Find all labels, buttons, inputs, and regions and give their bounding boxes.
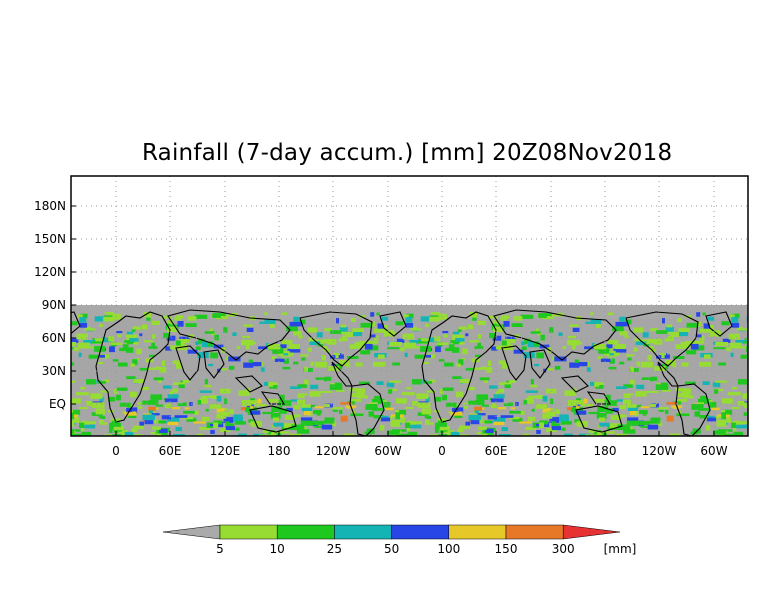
coastline-repeat <box>421 309 733 436</box>
colorbar-segment <box>391 524 450 540</box>
coastline <box>71 311 81 335</box>
coastline <box>501 345 551 381</box>
colorbar: 5 10 25 50 100 150 300 [mm] <box>162 524 637 556</box>
coastline-repeat <box>95 309 407 436</box>
longitude-axis: 0 60E 120E 180 120W 60W 0 60E 120E 180 120W 60W <box>112 431 728 458</box>
lon-tick-label: 60W <box>700 444 727 458</box>
coastline <box>421 311 497 423</box>
lat-tick-label: 180N <box>34 199 66 213</box>
lon-tick-label: 0 <box>438 444 446 458</box>
lon-tick-label: 180 <box>594 444 617 458</box>
lat-tick-label: EQ <box>49 397 66 411</box>
colorbar-label: 50 <box>384 542 399 556</box>
lon-tick-label: 120W <box>642 444 677 458</box>
coastline <box>299 311 373 367</box>
lat-tick-label: 90N <box>42 298 66 312</box>
colorbar-label: 150 <box>495 542 518 556</box>
coastline-repeat <box>0 311 81 386</box>
lon-tick-label: 120E <box>536 444 567 458</box>
lat-tick-label: 30N <box>42 364 66 378</box>
colorbar-label: 5 <box>216 542 224 556</box>
colorbar-segment <box>219 524 278 540</box>
coastline <box>249 405 297 433</box>
latitude-axis: 180N 150N 120N 90N 60N 30N EQ <box>34 199 76 411</box>
lon-tick-label: 120E <box>210 444 241 458</box>
map-plot-area <box>0 176 748 436</box>
colorbar-high-triangle <box>562 524 621 540</box>
colorbar-label: 10 <box>270 542 285 556</box>
coastline <box>625 311 699 367</box>
graticule-grid <box>71 176 748 436</box>
lon-tick-label: 60E <box>159 444 182 458</box>
colorbar-segment <box>334 524 392 540</box>
lon-tick-label: 180 <box>268 444 291 458</box>
empty-region <box>71 176 748 305</box>
map-frame <box>70 175 749 437</box>
coastline <box>493 309 617 361</box>
map-title-text: Rainfall (7-day accum.) [mm] 20Z08Nov201… <box>142 140 673 166</box>
lon-tick-label: 60W <box>374 444 401 458</box>
coastline <box>675 383 711 436</box>
colorbar-unit: [mm] <box>604 542 637 556</box>
rainfall-field <box>71 312 748 436</box>
lon-tick-label: 120W <box>316 444 351 458</box>
colorbar-segment <box>505 524 564 540</box>
coastline <box>575 405 623 433</box>
colorbar-segment <box>448 524 507 540</box>
colorbar-low-triangle <box>162 524 221 540</box>
lat-tick-label: 120N <box>34 265 66 279</box>
lat-tick-label: 60N <box>42 331 66 345</box>
coastline <box>234 375 285 405</box>
coastline <box>0 312 46 366</box>
colorbar-label: 100 <box>437 542 460 556</box>
coastline <box>95 311 171 423</box>
coastline <box>705 311 733 337</box>
coastline <box>349 383 385 436</box>
colorbar-label: 300 <box>552 542 575 556</box>
coastline <box>379 311 407 337</box>
colorbar-label: 25 <box>327 542 342 556</box>
coastline <box>6 362 26 386</box>
lon-tick-label: 60E <box>485 444 508 458</box>
coastline-layer <box>0 309 733 436</box>
colorbar-segment <box>276 524 335 540</box>
coastline <box>175 345 225 381</box>
lon-tick-label: 0 <box>112 444 120 458</box>
coastline <box>167 309 291 361</box>
coastline <box>560 375 611 405</box>
lat-tick-label: 150N <box>34 232 66 246</box>
